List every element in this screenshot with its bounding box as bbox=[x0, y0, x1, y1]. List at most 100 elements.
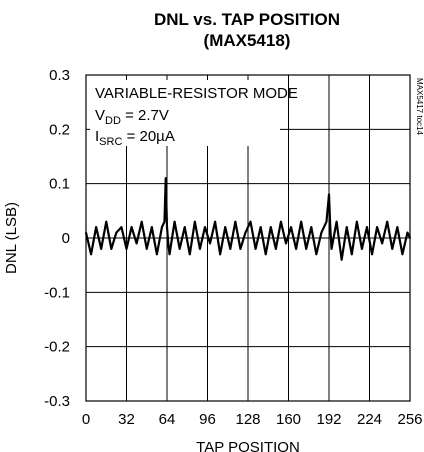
annotation-isrc-rest: = 20µA bbox=[122, 128, 174, 145]
data-point-64 bbox=[381, 242, 384, 245]
data-point-69 bbox=[406, 231, 409, 234]
data-point-53 bbox=[329, 226, 332, 229]
data-point-56 bbox=[340, 258, 343, 261]
x-tick-label-4: 128 bbox=[235, 411, 260, 428]
data-point-24 bbox=[188, 253, 191, 256]
annotation-isrc-sub: SRC bbox=[99, 136, 122, 148]
x-tick-label-2: 64 bbox=[159, 411, 176, 428]
data-point-38 bbox=[259, 226, 262, 229]
data-point-29 bbox=[214, 220, 216, 223]
data-point-47 bbox=[305, 247, 308, 250]
data-point-42 bbox=[280, 220, 282, 223]
y-tick-label-1: 0.2 bbox=[49, 121, 70, 138]
data-point-26 bbox=[199, 247, 201, 250]
data-point-2 bbox=[95, 226, 98, 229]
data-point-12 bbox=[145, 247, 148, 250]
data-point-43 bbox=[285, 242, 287, 245]
data-point-46 bbox=[300, 220, 303, 223]
chart-title: DNL vs. TAP POSITION bbox=[154, 10, 340, 29]
x-tick-label-8: 256 bbox=[397, 411, 422, 428]
data-point-57 bbox=[345, 226, 348, 229]
data-point-51 bbox=[325, 220, 328, 223]
data-point-18 bbox=[166, 226, 168, 229]
data-point-52 bbox=[328, 193, 330, 196]
data-point-54 bbox=[330, 247, 333, 250]
data-point-60 bbox=[361, 247, 363, 250]
annotation-vdd-sub: DD bbox=[105, 115, 121, 127]
data-point-49 bbox=[315, 253, 318, 256]
x-tick-labels: 0 32 64 96 128 160 192 224 256 bbox=[82, 411, 423, 428]
annotation-vdd-rest: = 2.7V bbox=[121, 107, 169, 124]
y-tick-label-5: -0.2 bbox=[44, 339, 70, 356]
annotation-isrc: ISRC = 20µA bbox=[95, 128, 175, 148]
data-point-23 bbox=[183, 226, 186, 229]
data-point-7 bbox=[120, 226, 123, 229]
x-tick-label-3: 96 bbox=[199, 411, 216, 428]
data-point-9 bbox=[130, 226, 133, 229]
data-point-33 bbox=[234, 220, 237, 223]
chart-subtitle: (MAX5418) bbox=[204, 31, 291, 50]
data-point-32 bbox=[229, 247, 232, 250]
data-point-59 bbox=[355, 220, 358, 223]
data-point-5 bbox=[110, 247, 113, 250]
data-point-61 bbox=[366, 226, 368, 229]
x-tick-label-5: 160 bbox=[276, 411, 301, 428]
data-point-25 bbox=[193, 220, 196, 223]
data-point-45 bbox=[295, 247, 297, 250]
data-point-65 bbox=[386, 220, 389, 223]
data-point-40 bbox=[269, 226, 272, 229]
data-point-13 bbox=[150, 226, 153, 229]
data-point-37 bbox=[254, 247, 257, 250]
y-tick-label-2: 0.1 bbox=[49, 176, 70, 193]
x-tick-label-0: 0 bbox=[82, 411, 90, 428]
data-point-15 bbox=[161, 226, 163, 229]
data-point-70 bbox=[409, 237, 411, 239]
data-point-11 bbox=[140, 220, 143, 223]
annotation-isrc-main: I bbox=[95, 128, 99, 145]
data-point-14 bbox=[155, 253, 158, 256]
y-tick-label-0: 0.3 bbox=[49, 67, 70, 84]
x-tick-label-7: 224 bbox=[357, 411, 382, 428]
data-point-8 bbox=[125, 247, 128, 250]
data-point-58 bbox=[350, 253, 353, 256]
data-point-62 bbox=[371, 253, 373, 256]
data-point-27 bbox=[204, 226, 206, 229]
data-point-21 bbox=[173, 220, 176, 223]
data-point-0 bbox=[85, 231, 87, 234]
data-point-44 bbox=[290, 226, 292, 229]
data-point-16 bbox=[163, 220, 166, 223]
data-point-66 bbox=[391, 247, 394, 250]
data-point-67 bbox=[396, 226, 399, 229]
side-code: MAX5417 toc14 bbox=[415, 78, 424, 135]
data-point-36 bbox=[249, 220, 252, 223]
data-point-19 bbox=[167, 242, 170, 245]
data-point-48 bbox=[310, 226, 313, 229]
data-point-4 bbox=[105, 220, 108, 223]
series-layer bbox=[84, 177, 411, 261]
data-point-34 bbox=[239, 247, 242, 250]
data-point-68 bbox=[401, 253, 404, 256]
data-point-55 bbox=[335, 220, 338, 223]
y-tick-label-6: -0.3 bbox=[44, 393, 70, 410]
y-tick-labels: 0.3 0.2 0.1 0 -0.1 -0.2 -0.3 bbox=[44, 67, 70, 410]
data-point-1 bbox=[90, 253, 92, 256]
data-point-22 bbox=[178, 247, 181, 250]
data-point-41 bbox=[274, 247, 277, 250]
data-point-30 bbox=[219, 253, 222, 256]
data-point-20 bbox=[168, 253, 171, 256]
annotation-mode: VARIABLE-RESISTOR MODE bbox=[95, 85, 298, 102]
data-point-3 bbox=[100, 247, 103, 250]
data-point-17 bbox=[164, 177, 167, 180]
data-point-35 bbox=[244, 231, 247, 234]
y-tick-label-4: -0.1 bbox=[44, 284, 70, 301]
data-point-50 bbox=[320, 231, 323, 234]
annotation-vdd: VDD = 2.7V bbox=[95, 107, 169, 127]
data-point-63 bbox=[376, 226, 378, 229]
data-point-10 bbox=[135, 242, 138, 245]
y-tick-label-3: 0 bbox=[62, 230, 70, 247]
data-point-31 bbox=[224, 226, 227, 229]
x-tick-label-1: 32 bbox=[118, 411, 135, 428]
annotation-background bbox=[90, 80, 280, 146]
x-tick-label-6: 192 bbox=[316, 411, 341, 428]
